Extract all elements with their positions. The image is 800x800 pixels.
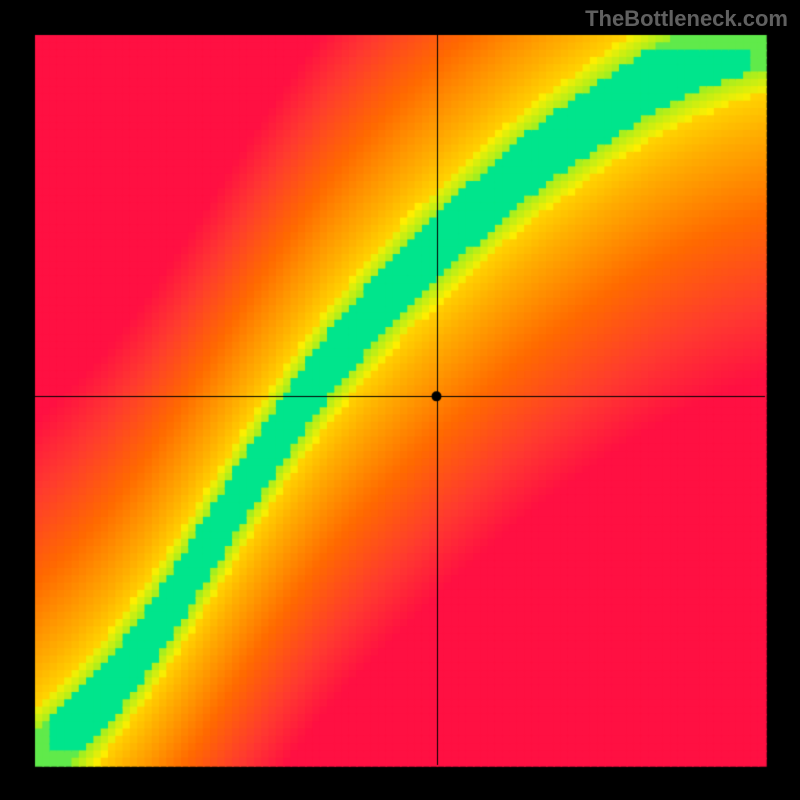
bottleneck-heatmap-canvas: [0, 0, 800, 800]
chart-container: TheBottleneck.com: [0, 0, 800, 800]
watermark-text: TheBottleneck.com: [585, 6, 788, 32]
